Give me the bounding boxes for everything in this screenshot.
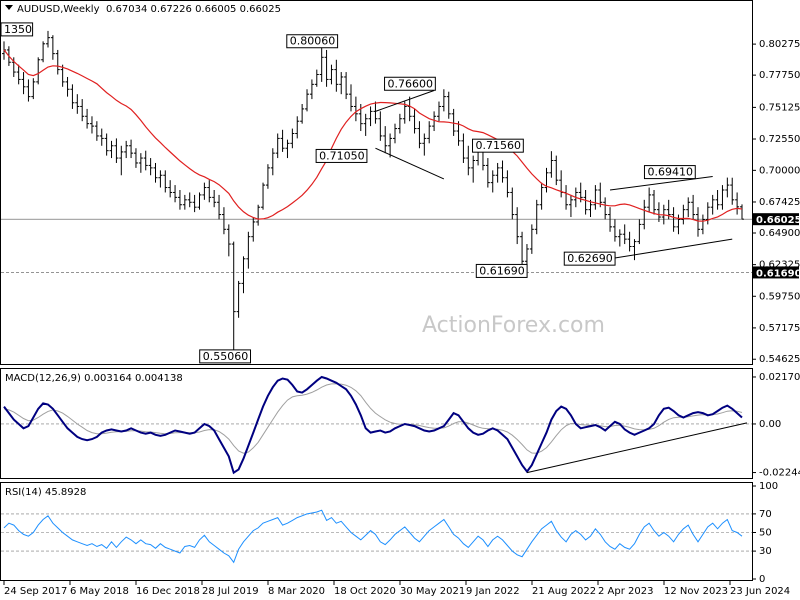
price-y-tick-label: 0.64900 <box>759 228 800 239</box>
rsi-panel-frame <box>0 482 753 581</box>
trend-line <box>375 90 435 112</box>
watermark: ActionForex.com <box>422 313 605 338</box>
rsi-line <box>3 509 743 564</box>
price-plot: 1350 0.80060 0.76600 0.71050 0.71560 0.69410 0… <box>0 22 752 364</box>
annotation-box <box>315 148 368 163</box>
price-y-tick-label: 0.57175 <box>759 323 800 334</box>
x-tick-label: 21 Aug 2022 <box>532 586 596 597</box>
price-y-tick-label: 0.62325 <box>759 260 800 271</box>
annotation-label: 1350 <box>4 23 32 36</box>
price-y-tick-label: 0.54625 <box>759 354 800 365</box>
rsi-label: RSI(14) 45.8928 <box>5 487 86 498</box>
rsi-y-tick-label: 100 <box>759 481 778 492</box>
rsi-y-tick-label: 0 <box>759 574 765 585</box>
x-tick-label: 2 Apr 2023 <box>598 586 653 597</box>
x-tick-label: 28 Jul 2019 <box>202 586 259 597</box>
annotation-box <box>0 22 34 37</box>
macd-trend-line <box>526 422 747 474</box>
price-y-tick-label: 0.70000 <box>759 165 800 176</box>
symbol-label: AUDUSD,Weekly <box>17 4 100 15</box>
x-tick-label: 16 Dec 2018 <box>136 586 200 597</box>
rsi-y-tick-label: 70 <box>759 509 772 520</box>
x-tick-label: 8 Mar 2020 <box>268 586 325 597</box>
moving-average-line <box>3 49 743 222</box>
annotation-box <box>475 263 528 278</box>
rsi-y-tick-label: 30 <box>759 546 772 557</box>
annotation-label: 0.69410 <box>647 166 693 179</box>
price-tag-label: 0.61690 <box>756 268 800 279</box>
annotation-label: 0.80060 <box>290 35 336 48</box>
price-tag-box <box>753 266 799 279</box>
macd-y-tick-label: 0.021701 <box>759 372 800 383</box>
macd-y-tick-label: -0.022445 <box>759 468 800 479</box>
x-tick-label: 18 Oct 2020 <box>334 586 396 597</box>
annotation-box <box>563 251 616 266</box>
price-y-tick-label: 0.72550 <box>759 134 800 145</box>
x-tick-label: 30 May 2021 <box>400 586 465 597</box>
x-tick-label: 24 Sep 2017 <box>4 586 67 597</box>
trend-line <box>609 238 733 260</box>
price-y-tick-label: 0.59750 <box>759 291 800 302</box>
x-tick-label: 9 Jan 2022 <box>466 586 520 597</box>
x-tick-label: 12 Nov 2023 <box>664 586 728 597</box>
annotation-box <box>286 34 339 49</box>
price-y-tick-label: 0.77750 <box>759 70 800 81</box>
ohlc-label: 0.67034 0.67226 0.66005 0.66025 <box>106 4 281 15</box>
price-tag-box <box>753 213 799 226</box>
price-y-tick-label: 0.75125 <box>759 102 800 113</box>
annotation-box <box>384 76 436 91</box>
annotation-label: 0.71560 <box>476 139 522 152</box>
price-y-tick-label: 0.67425 <box>759 197 800 208</box>
rsi-plot <box>1 509 752 564</box>
axes: 0.80275 0.77750 0.75125 0.72550 0.70000 0.674… <box>3 39 800 597</box>
annotation-label: 0.55060 <box>203 350 249 363</box>
annotation-label: 0.62690 <box>567 252 613 265</box>
macd-line <box>3 375 743 475</box>
price-panel-frame <box>0 0 753 365</box>
macd-label: MACD(12,26,9) 0.003164 0.004138 <box>5 373 183 384</box>
annotation-box <box>472 138 524 153</box>
annotation-box <box>199 349 252 364</box>
price-tag-label: 0.66025 <box>756 215 800 226</box>
annotation-box <box>643 165 696 180</box>
macd-panel-frame <box>0 368 753 479</box>
annotation-label: 0.76600 <box>388 77 434 90</box>
dropdown-triangle-icon[interactable] <box>5 5 13 10</box>
rsi-y-tick-label: 50 <box>759 528 772 539</box>
macd-y-tick-label: 0.00 <box>759 419 781 430</box>
macd-plot <box>1 375 752 475</box>
annotation-label: 0.61690 <box>479 264 525 277</box>
x-tick-label: 6 May 2018 <box>70 586 129 597</box>
x-tick-label: 23 Jun 2024 <box>730 586 790 597</box>
price-y-tick-label: 0.80275 <box>759 39 800 50</box>
trend-line <box>375 147 445 180</box>
annotation-label: 0.71050 <box>319 149 365 162</box>
